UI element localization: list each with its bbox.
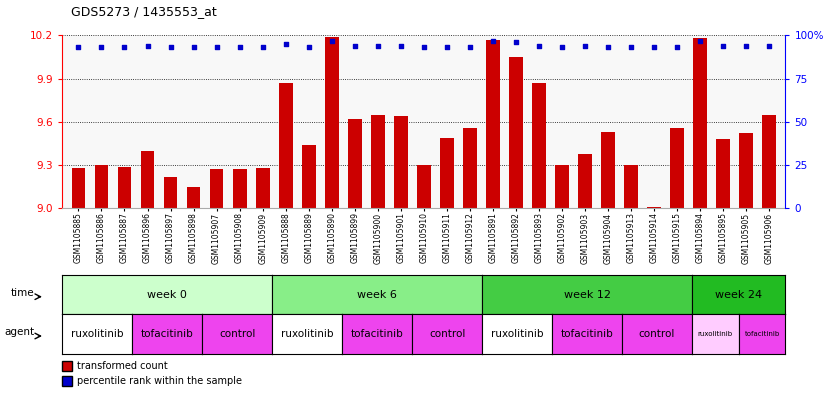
Point [440, 44, 454, 51]
Text: ruxolitinib: ruxolitinib [71, 329, 124, 339]
Bar [693, 38, 707, 208]
Point [233, 44, 246, 51]
Bar [278, 83, 293, 208]
Bar [394, 116, 408, 208]
Bar [209, 169, 224, 208]
Text: ruxolitinib: ruxolitinib [491, 329, 543, 339]
Text: agent: agent [4, 327, 34, 337]
Text: ruxolitinib: ruxolitinib [698, 331, 733, 337]
Text: tofacitinib: tofacitinib [561, 329, 613, 339]
Text: week 24: week 24 [715, 290, 762, 300]
Point [693, 37, 706, 44]
Bar [532, 83, 546, 208]
Text: percentile rank within the sample: percentile rank within the sample [77, 376, 242, 386]
Point [348, 42, 361, 49]
Point [602, 44, 615, 51]
Bar [647, 207, 661, 208]
Point [371, 42, 385, 49]
Text: GDS5273 / 1435553_at: GDS5273 / 1435553_at [71, 5, 216, 18]
Point [578, 42, 592, 49]
Bar [670, 128, 684, 208]
Bar [325, 37, 338, 208]
Text: tofacitinib: tofacitinib [141, 329, 194, 339]
Bar [140, 151, 155, 208]
Bar [624, 165, 638, 208]
Point [671, 44, 684, 51]
Point [256, 44, 269, 51]
Point [141, 42, 155, 49]
Text: transformed count: transformed count [77, 361, 168, 371]
Text: time: time [11, 288, 34, 298]
Bar [371, 115, 385, 208]
Bar [578, 154, 592, 208]
Text: ruxolitinib: ruxolitinib [281, 329, 333, 339]
Bar [716, 139, 730, 208]
Text: control: control [639, 329, 676, 339]
Bar [348, 119, 361, 208]
Point [95, 44, 108, 51]
Text: tofacitinib: tofacitinib [351, 329, 404, 339]
Bar [601, 132, 615, 208]
Point [486, 37, 499, 44]
Point [740, 42, 753, 49]
Bar [117, 167, 131, 208]
Bar [302, 145, 316, 208]
Text: control: control [219, 329, 255, 339]
Point [118, 44, 131, 51]
FancyBboxPatch shape [62, 361, 72, 371]
Point [325, 37, 338, 44]
Bar [233, 169, 247, 208]
Text: week 0: week 0 [147, 290, 187, 300]
Point [71, 44, 85, 51]
Bar [164, 176, 178, 208]
Point [763, 42, 776, 49]
Point [624, 44, 637, 51]
Bar [95, 165, 108, 208]
Bar [256, 168, 269, 208]
Text: control: control [429, 329, 465, 339]
Point [417, 44, 430, 51]
Bar [417, 165, 430, 208]
Point [394, 42, 407, 49]
Bar [555, 165, 569, 208]
Point [187, 44, 200, 51]
Text: tofacitinib: tofacitinib [745, 331, 779, 337]
Bar [740, 133, 753, 208]
Point [463, 44, 476, 51]
Point [279, 41, 293, 47]
Text: week 12: week 12 [563, 290, 611, 300]
Bar [486, 40, 499, 208]
Point [533, 42, 546, 49]
Bar [463, 128, 477, 208]
Point [509, 39, 523, 46]
Point [647, 44, 661, 51]
Bar [187, 187, 200, 208]
FancyBboxPatch shape [62, 376, 72, 386]
Bar [509, 57, 523, 208]
Bar [440, 138, 454, 208]
Text: week 6: week 6 [357, 290, 397, 300]
Point [555, 44, 568, 51]
Point [210, 44, 224, 51]
Point [716, 42, 730, 49]
Point [164, 44, 177, 51]
Bar [762, 115, 776, 208]
Point [302, 44, 315, 51]
Bar [71, 168, 86, 208]
